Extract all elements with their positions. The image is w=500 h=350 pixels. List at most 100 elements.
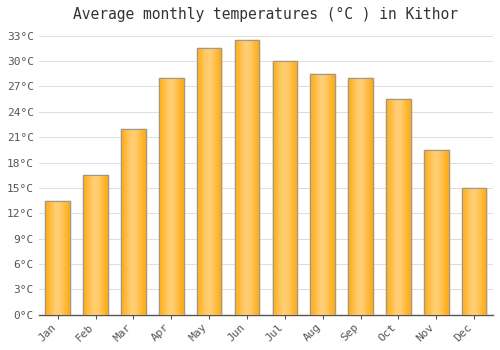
Bar xyxy=(177,78,178,315)
Bar xyxy=(252,40,254,315)
Bar xyxy=(386,99,410,315)
Bar xyxy=(359,78,360,315)
Bar xyxy=(121,129,122,315)
Bar xyxy=(428,150,429,315)
Bar xyxy=(348,78,373,315)
Bar xyxy=(364,78,366,315)
Bar xyxy=(406,99,408,315)
Bar xyxy=(328,74,330,315)
Bar xyxy=(181,78,182,315)
Bar xyxy=(48,201,50,315)
Bar xyxy=(363,78,364,315)
Bar xyxy=(139,129,140,315)
Bar xyxy=(219,48,220,315)
Bar xyxy=(130,129,131,315)
Bar xyxy=(140,129,141,315)
Bar xyxy=(402,99,404,315)
Bar xyxy=(311,74,312,315)
Bar xyxy=(354,78,355,315)
Bar xyxy=(424,150,425,315)
Bar xyxy=(47,201,48,315)
Bar xyxy=(394,99,395,315)
Bar xyxy=(447,150,448,315)
Bar xyxy=(251,40,252,315)
Bar xyxy=(350,78,352,315)
Bar xyxy=(167,78,168,315)
Bar xyxy=(483,188,484,315)
Bar xyxy=(67,201,68,315)
Bar xyxy=(218,48,219,315)
Bar xyxy=(166,78,167,315)
Bar xyxy=(51,201,52,315)
Bar xyxy=(46,201,70,315)
Bar xyxy=(65,201,66,315)
Bar xyxy=(400,99,401,315)
Bar xyxy=(430,150,432,315)
Bar xyxy=(84,175,85,315)
Bar xyxy=(484,188,485,315)
Bar xyxy=(320,74,321,315)
Bar xyxy=(276,61,278,315)
Bar xyxy=(128,129,130,315)
Bar xyxy=(183,78,184,315)
Bar xyxy=(462,188,486,315)
Bar xyxy=(234,40,236,315)
Bar xyxy=(100,175,102,315)
Bar xyxy=(317,74,318,315)
Bar xyxy=(274,61,275,315)
Bar xyxy=(56,201,57,315)
Bar xyxy=(242,40,243,315)
Bar xyxy=(475,188,476,315)
Bar xyxy=(176,78,177,315)
Bar xyxy=(206,48,208,315)
Bar xyxy=(433,150,434,315)
Bar xyxy=(425,150,426,315)
Bar xyxy=(50,201,51,315)
Bar xyxy=(197,48,222,315)
Bar xyxy=(480,188,482,315)
Bar xyxy=(126,129,127,315)
Bar xyxy=(127,129,128,315)
Bar xyxy=(470,188,471,315)
Bar xyxy=(316,74,317,315)
Bar xyxy=(257,40,258,315)
Bar xyxy=(296,61,297,315)
Bar xyxy=(409,99,410,315)
Bar xyxy=(162,78,163,315)
Bar xyxy=(284,61,285,315)
Bar xyxy=(208,48,209,315)
Bar xyxy=(322,74,324,315)
Bar xyxy=(282,61,283,315)
Bar xyxy=(220,48,222,315)
Bar xyxy=(98,175,99,315)
Bar xyxy=(289,61,290,315)
Bar xyxy=(200,48,201,315)
Bar xyxy=(250,40,251,315)
Bar xyxy=(160,78,162,315)
Bar xyxy=(64,201,65,315)
Bar xyxy=(216,48,218,315)
Bar xyxy=(214,48,215,315)
Bar xyxy=(369,78,370,315)
Bar xyxy=(286,61,288,315)
Bar xyxy=(201,48,202,315)
Bar xyxy=(159,78,160,315)
Bar xyxy=(437,150,438,315)
Bar xyxy=(464,188,465,315)
Bar xyxy=(272,61,297,315)
Bar xyxy=(174,78,176,315)
Bar xyxy=(283,61,284,315)
Bar xyxy=(332,74,334,315)
Bar xyxy=(246,40,247,315)
Bar xyxy=(395,99,396,315)
Bar xyxy=(123,129,124,315)
Bar xyxy=(462,188,486,315)
Bar xyxy=(321,74,322,315)
Bar xyxy=(391,99,392,315)
Bar xyxy=(474,188,475,315)
Bar xyxy=(144,129,145,315)
Bar xyxy=(432,150,433,315)
Bar xyxy=(258,40,260,315)
Bar xyxy=(159,78,184,315)
Bar xyxy=(368,78,369,315)
